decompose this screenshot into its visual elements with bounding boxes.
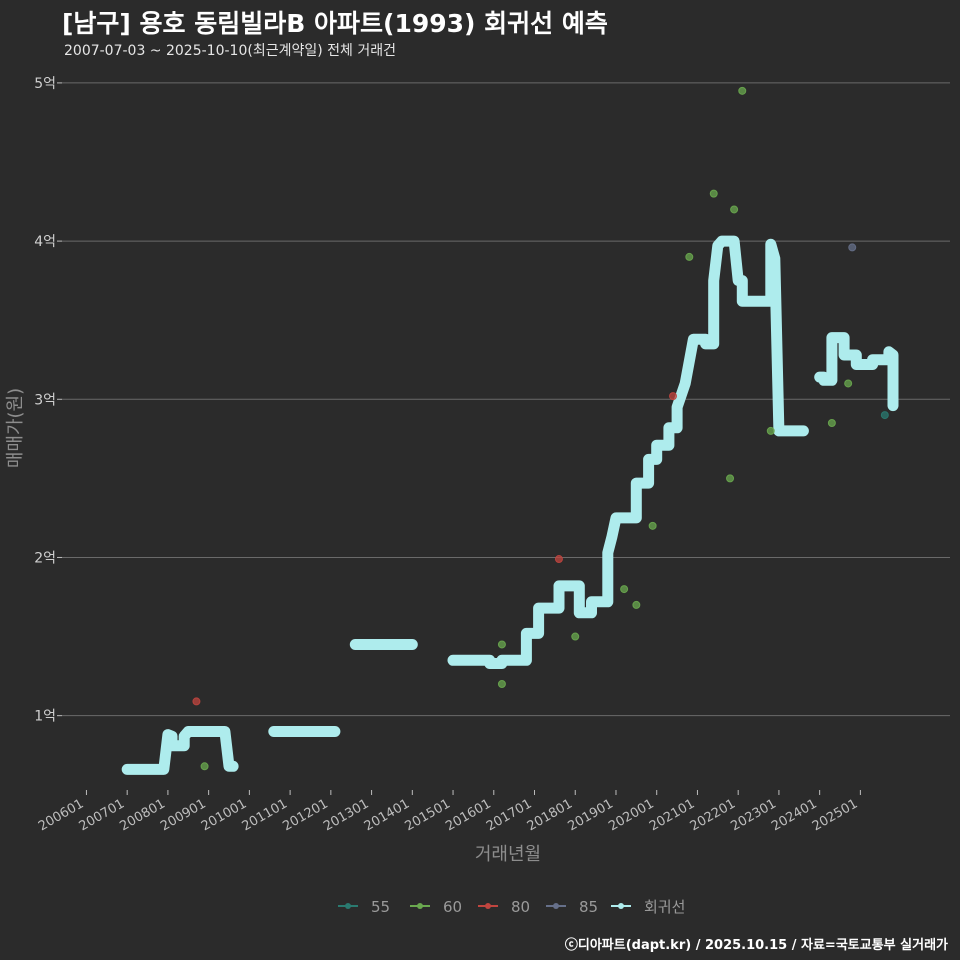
y-axis-ticks: 1억 2억 3억 4억 5억 [34, 76, 62, 725]
data-points [192, 86, 889, 771]
data-point-60 [497, 680, 506, 689]
data-point-60 [709, 189, 718, 198]
data-point-60 [620, 585, 629, 594]
y-tick-label: 4억 [34, 234, 56, 250]
data-point-60 [730, 205, 739, 214]
x-tick-label: 201801 [525, 796, 575, 834]
legend-swatch-dot [553, 903, 559, 909]
x-tick-label: 202001 [606, 796, 656, 834]
data-point-60 [844, 379, 853, 388]
x-tick-label: 202201 [688, 796, 738, 834]
x-tick-label: 202301 [728, 796, 778, 834]
x-tick-label: 202501 [810, 796, 860, 834]
x-tick-label: 201301 [321, 796, 371, 834]
x-tick-label: 201901 [565, 796, 615, 834]
regression-line [121, 235, 899, 775]
x-tick-label: 202101 [647, 796, 697, 834]
legend-item-85: 85 [546, 898, 598, 916]
legend-label: 55 [371, 898, 390, 916]
x-tick-label: 200601 [36, 796, 86, 834]
data-point-60 [497, 640, 506, 649]
regression-segment [447, 235, 809, 669]
data-point-60 [766, 426, 775, 435]
legend-item-80: 80 [478, 898, 530, 916]
gridlines [62, 82, 950, 717]
legend-swatch-dot [417, 903, 423, 909]
data-point-60 [632, 600, 641, 609]
chart-title: [남구] 용호 동림빌라B 아파트(1993) 회귀선 예측 [62, 9, 608, 38]
regression-segment [121, 726, 239, 775]
y-tick-label: 2억 [34, 550, 56, 566]
legend-label: 회귀선 [644, 898, 685, 916]
data-point-60 [200, 762, 209, 771]
x-tick-label: 201601 [443, 796, 493, 834]
x-tick-label: 200701 [77, 796, 127, 834]
data-point-80 [554, 555, 563, 564]
x-tick-label: 201101 [240, 796, 290, 834]
y-tick-label: 5억 [34, 76, 56, 92]
y-tick-label: 1억 [34, 709, 56, 725]
legend-swatch-dot [618, 903, 624, 909]
legend-label: 85 [579, 898, 598, 916]
x-tick-label: 201701 [484, 796, 534, 834]
x-tick-label: 202401 [769, 796, 819, 834]
x-axis-ticks: 2006012007012008012009012010012011012012… [36, 790, 861, 834]
x-tick-label: 201401 [362, 796, 412, 834]
legend-label: 60 [443, 898, 462, 916]
legend-label: 80 [511, 898, 530, 916]
credit-line: ⓒ디아파트(dapt.kr) / 2025.10.15 / 자료=국토교통부 실… [564, 938, 948, 953]
regression-segment [814, 332, 899, 412]
data-point-60 [738, 86, 747, 95]
data-point-60 [685, 252, 694, 261]
legend: 55 60 80 85 회귀선 [338, 898, 685, 916]
x-tick-label: 201501 [403, 796, 453, 834]
data-point-60 [571, 632, 580, 641]
x-axis-title: 거래년월 [475, 844, 541, 865]
data-point-80 [669, 392, 678, 401]
data-point-60 [827, 419, 836, 428]
x-tick-label: 200801 [117, 796, 167, 834]
legend-item-reg: 회귀선 [611, 898, 685, 916]
legend-swatch-dot [485, 903, 491, 909]
data-point-55 [880, 411, 889, 420]
data-point-60 [726, 474, 735, 483]
legend-item-55: 55 [338, 898, 390, 916]
x-tick-label: 201001 [199, 796, 249, 834]
data-point-80 [192, 697, 201, 706]
data-point-85 [848, 243, 857, 252]
legend-swatch-dot [345, 903, 351, 909]
data-point-60 [648, 521, 657, 530]
y-axis-title: 매매가(원) [5, 388, 26, 468]
y-tick-label: 3억 [34, 392, 56, 408]
chart-subtitle: 2007-07-03 ~ 2025-10-10(최근계약일) 전체 거래건 [64, 43, 396, 59]
x-tick-label: 201201 [280, 796, 330, 834]
legend-item-60: 60 [410, 898, 462, 916]
x-tick-label: 200901 [158, 796, 208, 834]
